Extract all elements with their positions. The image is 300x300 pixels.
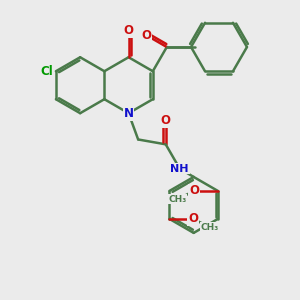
Text: NH: NH (170, 164, 189, 174)
Text: N: N (124, 107, 134, 120)
Text: CH₃: CH₃ (201, 223, 219, 232)
Text: O: O (161, 114, 171, 127)
Text: O: O (189, 184, 199, 197)
Text: CH₃: CH₃ (168, 195, 187, 204)
Text: Cl: Cl (40, 65, 53, 78)
Text: O: O (188, 212, 198, 225)
Text: O: O (141, 28, 151, 42)
Text: O: O (124, 24, 134, 37)
